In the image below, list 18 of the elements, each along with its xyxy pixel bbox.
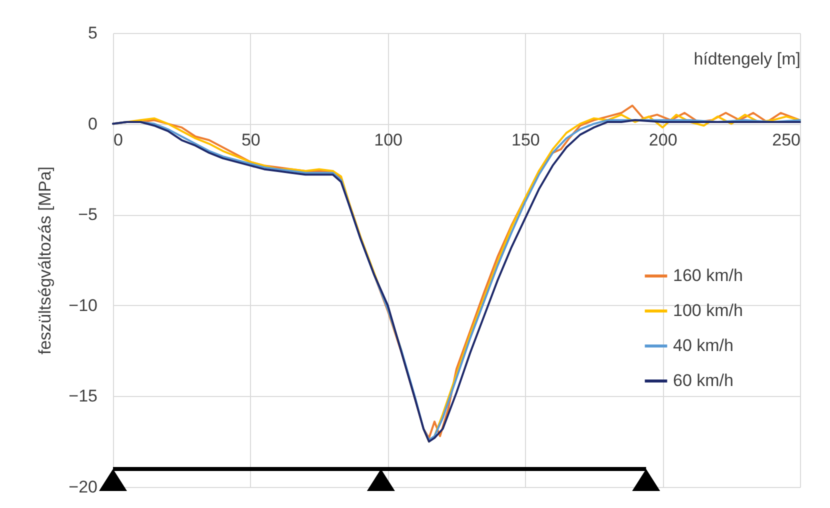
y-axis-title: feszültségváltozás [MPa] xyxy=(36,166,55,355)
x-tick-label: 0 xyxy=(114,130,123,150)
y-tick-label: −15 xyxy=(68,386,98,406)
legend-label: 160 km/h xyxy=(673,266,743,285)
y-tick-label: −5 xyxy=(78,205,98,224)
x-tick-label: 100 xyxy=(374,130,402,150)
x-axis-title: hídtengely [m] xyxy=(694,49,800,68)
legend-label: 100 km/h xyxy=(673,301,743,320)
x-tick-label: 200 xyxy=(648,130,678,150)
y-tick-label: −10 xyxy=(68,296,98,315)
x-tick-label: 250 xyxy=(772,130,800,150)
y-tick-label: 0 xyxy=(88,114,98,134)
y-tick-label: −20 xyxy=(68,478,98,496)
x-tick-label: 50 xyxy=(241,130,260,150)
x-tick-label: 150 xyxy=(512,130,540,150)
legend-label: 60 km/h xyxy=(673,371,734,390)
y-tick-label: 5 xyxy=(88,24,98,42)
legend-label: 40 km/h xyxy=(673,336,734,355)
